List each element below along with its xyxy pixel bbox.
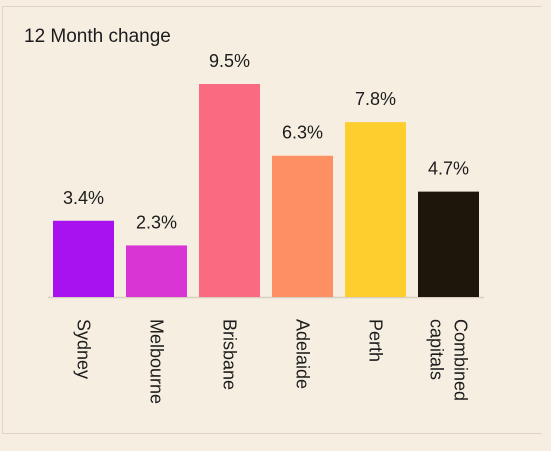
bar-melbourne <box>126 245 187 297</box>
x-tick-label: Brisbane <box>220 319 240 390</box>
data-label: 6.3% <box>282 123 323 143</box>
bar-brisbane <box>199 84 260 297</box>
bar-perth <box>345 122 406 298</box>
bar-adelaide <box>272 155 333 297</box>
x-tick-label: Adelaide <box>293 319 313 389</box>
chart-card <box>2 6 542 434</box>
x-tick-label: Melbourne <box>147 319 167 404</box>
bar-sydney <box>53 220 114 297</box>
x-tick-label: Sydney <box>74 319 94 379</box>
data-label: 7.8% <box>355 89 396 109</box>
x-tick-label: Combinedcapitals <box>427 319 471 401</box>
data-label: 4.7% <box>428 159 469 179</box>
data-label: 2.3% <box>136 212 177 232</box>
chart-title: 12 Month change <box>24 26 171 47</box>
data-label: 3.4% <box>63 188 104 208</box>
x-tick-label: Perth <box>366 319 386 362</box>
bar-combined-capitals <box>418 191 479 297</box>
data-label: 9.5% <box>209 51 250 71</box>
